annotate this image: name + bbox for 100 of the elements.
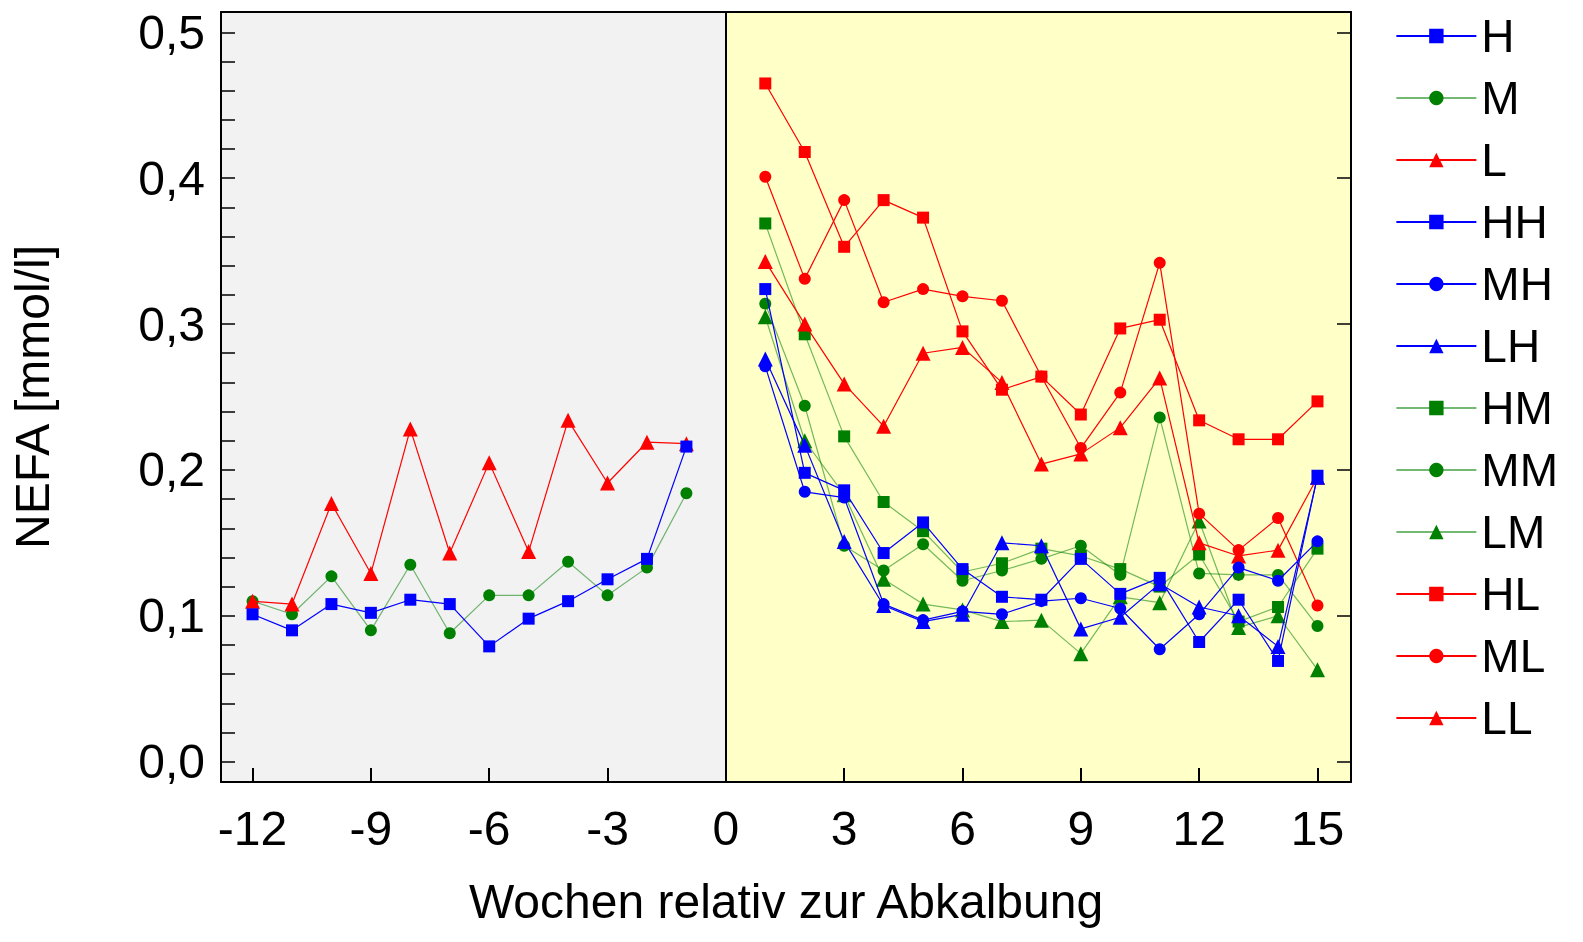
point xyxy=(443,627,456,640)
point xyxy=(246,608,259,621)
point xyxy=(325,570,338,583)
point xyxy=(1193,567,1206,580)
y-tick-label: 0,2 xyxy=(138,443,205,497)
y-tick-label: 0,3 xyxy=(138,297,205,351)
point xyxy=(917,283,930,296)
x-tick-label: -12 xyxy=(217,801,288,855)
point xyxy=(639,434,655,450)
point xyxy=(797,437,813,453)
point xyxy=(560,412,576,428)
point xyxy=(1114,587,1127,600)
x-tick-label: -3 xyxy=(586,801,629,855)
point xyxy=(994,374,1010,390)
point xyxy=(1270,542,1286,558)
point xyxy=(1153,313,1166,326)
point xyxy=(1311,599,1324,612)
point xyxy=(759,170,772,183)
x-tick-label: 6 xyxy=(949,801,976,855)
point xyxy=(956,325,969,338)
point xyxy=(798,146,811,158)
y-tick-label: 0,0 xyxy=(138,735,205,789)
point xyxy=(838,430,851,443)
point xyxy=(1193,414,1206,427)
point xyxy=(1193,507,1206,520)
point xyxy=(995,294,1008,307)
point xyxy=(402,421,418,437)
point xyxy=(442,545,458,561)
point xyxy=(757,351,773,367)
point xyxy=(798,272,811,285)
point xyxy=(285,624,298,637)
point xyxy=(1153,643,1166,656)
point xyxy=(836,533,852,549)
point xyxy=(1232,561,1245,574)
legend-label: HM xyxy=(1481,382,1553,434)
point xyxy=(759,77,772,90)
point xyxy=(364,624,377,637)
point xyxy=(364,606,377,619)
point xyxy=(601,573,614,586)
point xyxy=(1114,386,1127,399)
point xyxy=(404,558,417,571)
point xyxy=(1114,322,1127,335)
point xyxy=(877,547,890,560)
legend-label: MH xyxy=(1481,258,1553,310)
point xyxy=(562,595,575,608)
point xyxy=(1074,592,1087,605)
legend-label: ML xyxy=(1481,630,1546,682)
point xyxy=(1153,256,1166,269)
point xyxy=(1152,370,1168,386)
point xyxy=(640,552,653,565)
y-tick-label: 0,5 xyxy=(138,5,205,59)
point xyxy=(522,589,535,602)
point xyxy=(483,589,496,602)
point xyxy=(915,345,931,361)
point xyxy=(1033,612,1049,628)
point xyxy=(1232,593,1245,606)
point xyxy=(994,535,1010,551)
point xyxy=(1074,408,1087,421)
x-tick-label: 0 xyxy=(712,801,740,855)
legend-label: LM xyxy=(1481,506,1546,558)
point xyxy=(601,589,614,602)
point xyxy=(915,596,931,612)
point xyxy=(1311,395,1324,408)
legend-label: M xyxy=(1481,72,1520,124)
point xyxy=(483,640,496,653)
point xyxy=(798,399,811,412)
point xyxy=(1272,512,1285,525)
point xyxy=(955,339,970,355)
point xyxy=(1191,599,1207,615)
legend-label: LL xyxy=(1481,692,1533,744)
point xyxy=(1033,538,1049,554)
point xyxy=(838,194,851,207)
x-tick-label: -6 xyxy=(467,801,511,855)
point xyxy=(798,485,811,498)
point xyxy=(1270,638,1286,654)
point xyxy=(1073,646,1089,662)
point xyxy=(521,544,537,560)
point xyxy=(1191,535,1207,551)
legend-label: HL xyxy=(1481,568,1541,620)
x-tick-label: 12 xyxy=(1172,801,1226,855)
point xyxy=(443,598,456,611)
point xyxy=(917,516,930,529)
point xyxy=(995,590,1008,603)
point xyxy=(284,596,300,612)
point xyxy=(1311,619,1324,632)
point xyxy=(1153,411,1166,424)
legend-label: LH xyxy=(1481,320,1541,372)
y-tick-label: 0,1 xyxy=(138,589,205,643)
point xyxy=(1112,420,1128,436)
point xyxy=(877,496,890,508)
point xyxy=(325,598,338,611)
point xyxy=(1073,621,1089,637)
legend-label: H xyxy=(1481,10,1515,62)
point xyxy=(836,376,852,392)
point xyxy=(680,487,693,500)
point xyxy=(1272,601,1285,613)
point xyxy=(995,608,1008,621)
legend-label: L xyxy=(1481,134,1507,186)
point xyxy=(757,309,773,325)
point xyxy=(1272,574,1285,587)
